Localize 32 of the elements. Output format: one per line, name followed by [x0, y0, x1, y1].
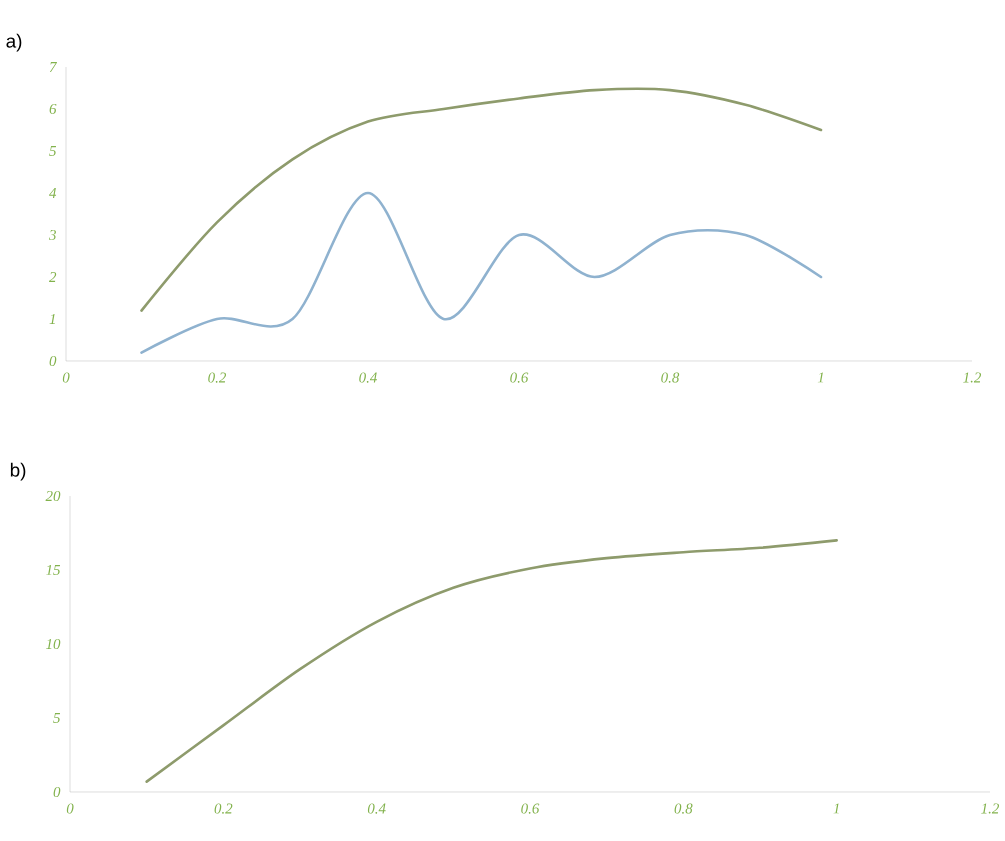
- x-tick-label: 0.2: [214, 803, 233, 814]
- line-series: [140, 191, 823, 354]
- line-series: [140, 87, 823, 312]
- x-tick-label: 0.4: [367, 803, 386, 814]
- y-tick-label: 15: [46, 564, 61, 575]
- y-tick-label: 20: [45, 490, 61, 502]
- x-tick-label: 1.2: [963, 372, 982, 383]
- x-tick-label: 0.8: [674, 803, 693, 814]
- x-tick-label: 0.8: [661, 372, 680, 383]
- x-tick-label: 0: [66, 803, 74, 814]
- y-tick-label: 10: [46, 638, 61, 650]
- chart-title: b): [10, 462, 26, 481]
- x-tick-label: 1.2: [981, 803, 1000, 814]
- y-tick-label: 5: [53, 713, 61, 723]
- x-tick-label: 0.4: [359, 372, 378, 383]
- y-tick-label: 7: [49, 62, 57, 72]
- chart-title: a): [6, 33, 22, 52]
- x-tick-label: 0.2: [208, 372, 227, 383]
- y-tick-label: 4: [49, 188, 57, 198]
- x-tick-label: 0: [62, 372, 70, 383]
- y-tick-label: 2: [49, 272, 57, 282]
- y-tick-label: 0: [49, 355, 57, 367]
- x-tick-label: 0.6: [521, 803, 540, 814]
- y-tick-label: 0: [53, 786, 61, 798]
- y-tick-label: 6: [49, 103, 57, 114]
- x-tick-label: 0.6: [510, 372, 529, 383]
- y-tick-label: 1: [49, 314, 55, 324]
- line-series: [145, 539, 838, 783]
- y-tick-label: 3: [49, 229, 56, 240]
- x-tick-label: 1: [817, 372, 824, 383]
- x-tick-label: 1: [833, 803, 839, 814]
- y-tick-label: 5: [49, 146, 57, 156]
